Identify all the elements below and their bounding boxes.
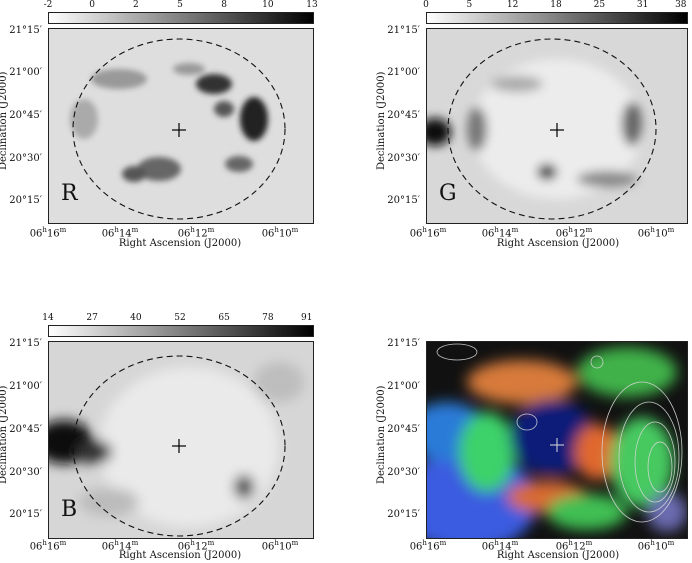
colorbar-ticks-b: 14 27 40 52 65 78 91 <box>42 313 313 323</box>
y-axis-label: Declination (J2000) <box>376 71 387 170</box>
xtick: 06h16m <box>409 539 447 553</box>
y-axis-label: Declination (J2000) <box>376 385 387 484</box>
xtick: 06h14m <box>481 539 519 553</box>
xtick: 06h16m <box>409 226 447 240</box>
xtick: 06h16m <box>29 539 67 553</box>
colorbar-ticks-g: 0 5 12 18 25 31 38 <box>423 0 687 10</box>
x-axis-label: Right Ascension (J2000) <box>496 238 620 249</box>
ytick: 21°00′ <box>9 67 42 78</box>
xtick: 06h16m <box>29 226 67 240</box>
region-ellipse <box>72 38 286 220</box>
ytick: 20°45′ <box>387 110 420 121</box>
xtick: 06h12m <box>177 539 215 553</box>
xtick: 06h14m <box>101 539 139 553</box>
y-axis-label: Declination (J2000) <box>0 385 9 484</box>
map-rgb <box>426 341 688 539</box>
center-cross <box>172 439 186 453</box>
colorbar-b <box>48 325 314 337</box>
colorbar-r <box>48 12 314 24</box>
ytick: 21°15′ <box>9 25 42 36</box>
ytick: 20°15′ <box>387 509 420 520</box>
ytick: 20°45′ <box>9 424 42 435</box>
ytick: 21°00′ <box>9 381 42 392</box>
region-ellipse <box>72 355 286 537</box>
region-ellipse <box>447 38 657 220</box>
xtick: 06h10m <box>261 226 299 240</box>
xtick: 06h12m <box>177 226 215 240</box>
ytick: 20°30′ <box>387 153 420 164</box>
x-axis-label: Right Ascension (J2000) <box>118 238 242 249</box>
xtick: 06h14m <box>481 226 519 240</box>
map-r: R <box>48 28 314 224</box>
map-g: G <box>426 28 688 224</box>
ytick: 20°30′ <box>387 467 420 478</box>
y-axis-label: Declination (J2000) <box>0 71 9 170</box>
panel-label-b: B <box>61 497 78 522</box>
panel-label-r: R <box>61 181 78 206</box>
center-cross <box>550 123 564 137</box>
ytick: 21°00′ <box>387 67 420 78</box>
xtick: 06h10m <box>637 539 675 553</box>
map-b: B <box>48 341 314 539</box>
colorbar-ticks-r: -2 0 2 5 8 10 13 <box>43 0 318 10</box>
ytick: 20°45′ <box>387 424 420 435</box>
ytick: 20°15′ <box>9 195 42 206</box>
xtick: 06h14m <box>101 226 139 240</box>
x-axis-label: Right Ascension (J2000) <box>118 550 242 561</box>
ytick: 20°15′ <box>9 509 42 520</box>
colorbar-g <box>426 12 688 24</box>
xtick: 06h10m <box>261 539 299 553</box>
ytick: 20°30′ <box>9 467 42 478</box>
panel-label-g: G <box>439 181 457 206</box>
xtick: 06h12m <box>555 539 593 553</box>
ytick: 20°30′ <box>9 153 42 164</box>
center-cross <box>172 123 186 137</box>
ytick: 21°15′ <box>387 25 420 36</box>
center-cross <box>550 438 564 452</box>
ytick: 21°15′ <box>387 338 420 349</box>
ytick: 21°15′ <box>9 338 42 349</box>
ytick: 20°15′ <box>387 195 420 206</box>
xtick: 06h12m <box>555 226 593 240</box>
ytick: 20°45′ <box>9 110 42 121</box>
x-axis-label: Right Ascension (J2000) <box>496 550 620 561</box>
contour-lines <box>436 343 683 523</box>
ytick: 21°00′ <box>387 381 420 392</box>
xtick: 06h10m <box>637 226 675 240</box>
